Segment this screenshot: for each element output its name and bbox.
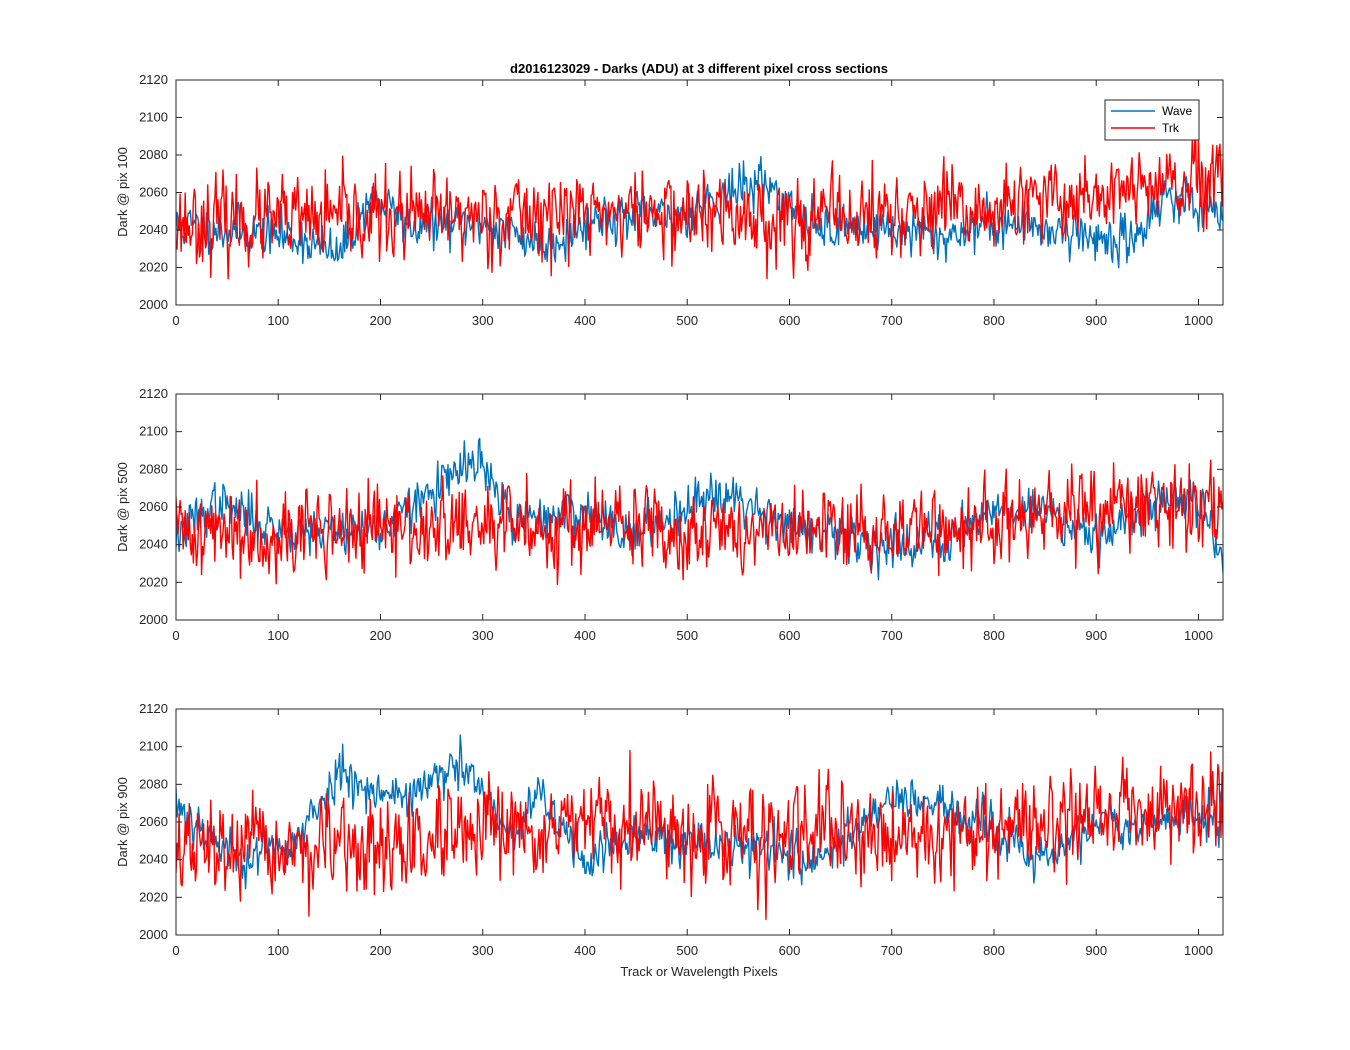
legend-box: [1104, 99, 1200, 141]
x-tick-label: 400: [574, 313, 596, 328]
x-tick-label: 900: [1085, 628, 1107, 643]
x-tick-label: 1000: [1184, 943, 1213, 958]
y-tick-label: 2080: [139, 461, 168, 476]
x-tick-label: 1000: [1184, 313, 1213, 328]
axes-3: 0 100 200 300 400 500 600 700 800 900 1000 2000 2020…: [115, 701, 1224, 979]
x-tick-label: 200: [370, 628, 392, 643]
axes-3-ylabel: Dark @ pix 900: [115, 777, 130, 867]
axes-1: 0 100 200 300 400 500 600 700 800 900 1000 2000 2020…: [115, 61, 1224, 328]
x-tick-label: 100: [267, 313, 289, 328]
x-tick-label: 800: [983, 943, 1005, 958]
x-tick-label: 700: [881, 313, 903, 328]
x-tick-label: 900: [1085, 313, 1107, 328]
axes-1-plot-area: [176, 114, 1223, 280]
y-tick-label: 2100: [139, 110, 168, 125]
y-tick-label: 2120: [139, 701, 168, 716]
y-tick-label: 2120: [139, 386, 168, 401]
x-tick-label: 100: [267, 628, 289, 643]
x-tick-label: 0: [172, 628, 179, 643]
legend-entry-trk: Trk: [1162, 121, 1180, 135]
x-tick-label: 300: [472, 313, 494, 328]
y-tick-label: 2080: [139, 776, 168, 791]
y-tick-label: 2040: [139, 222, 168, 237]
axes-2-ylabel: Dark @ pix 500: [115, 462, 130, 552]
x-tick-label: 500: [676, 313, 698, 328]
y-tick-label: 2000: [139, 612, 168, 627]
x-tick-label: 300: [472, 943, 494, 958]
x-tick-label: 0: [172, 313, 179, 328]
y-tick-label: 2020: [139, 260, 168, 275]
series-line-trk: [176, 459, 1223, 586]
legend-entry-wave: Wave: [1162, 104, 1193, 118]
axes-1-background: [176, 80, 1223, 305]
series-line-wave: [176, 437, 1223, 581]
axes-1-ticks: 0 100 200 300 400 500 600 700 800 900 1000 2000 2020…: [139, 72, 1223, 328]
y-tick-label: 2100: [139, 739, 168, 754]
series-line-trk: [176, 749, 1223, 921]
y-tick-label: 2020: [139, 889, 168, 904]
y-tick-label: 2000: [139, 927, 168, 942]
x-tick-label: 300: [472, 628, 494, 643]
axes-2-ticks: 0 100 200 300 400 500 600 700 800 900 1000 2000 2020…: [139, 386, 1223, 643]
y-tick-label: 2040: [139, 852, 168, 867]
x-tick-label: 800: [983, 313, 1005, 328]
x-tick-label: 400: [574, 628, 596, 643]
x-tick-label: 900: [1085, 943, 1107, 958]
x-tick-label: 200: [370, 943, 392, 958]
y-tick-label: 2080: [139, 147, 168, 162]
legend: Wave Trk: [1104, 99, 1200, 141]
y-tick-label: 2020: [139, 574, 168, 589]
y-tick-label: 2000: [139, 297, 168, 312]
y-tick-label: 2040: [139, 537, 168, 552]
y-tick-label: 2120: [139, 72, 168, 87]
axes-1-ylabel: Dark @ pix 100: [115, 147, 130, 237]
x-tick-label: 500: [676, 943, 698, 958]
axes-3-plot-area: [176, 734, 1223, 921]
axes-3-ticks: 0 100 200 300 400 500 600 700 800 900 1000 2000 2020…: [139, 701, 1223, 958]
series-line-trk: [176, 114, 1223, 280]
x-tick-label: 400: [574, 943, 596, 958]
axes-2: 0 100 200 300 400 500 600 700 800 900 1000 2000 2020…: [115, 386, 1224, 643]
x-tick-label: 800: [983, 628, 1005, 643]
x-tick-label: 0: [172, 943, 179, 958]
x-tick-label: 600: [779, 943, 801, 958]
chart-title: d2016123029 - Darks (ADU) at 3 different…: [510, 61, 888, 76]
y-tick-label: 2100: [139, 424, 168, 439]
x-tick-label: 100: [267, 943, 289, 958]
x-tick-label: 1000: [1184, 628, 1213, 643]
x-tick-label: 700: [881, 943, 903, 958]
y-tick-label: 2060: [139, 499, 168, 514]
x-tick-label: 700: [881, 628, 903, 643]
axes-2-plot-area: [176, 437, 1223, 586]
x-tick-label: 500: [676, 628, 698, 643]
y-tick-label: 2060: [139, 814, 168, 829]
x-axis-label: Track or Wavelength Pixels: [620, 964, 778, 979]
x-tick-label: 200: [370, 313, 392, 328]
y-tick-label: 2060: [139, 185, 168, 200]
x-tick-label: 600: [779, 628, 801, 643]
x-tick-label: 600: [779, 313, 801, 328]
